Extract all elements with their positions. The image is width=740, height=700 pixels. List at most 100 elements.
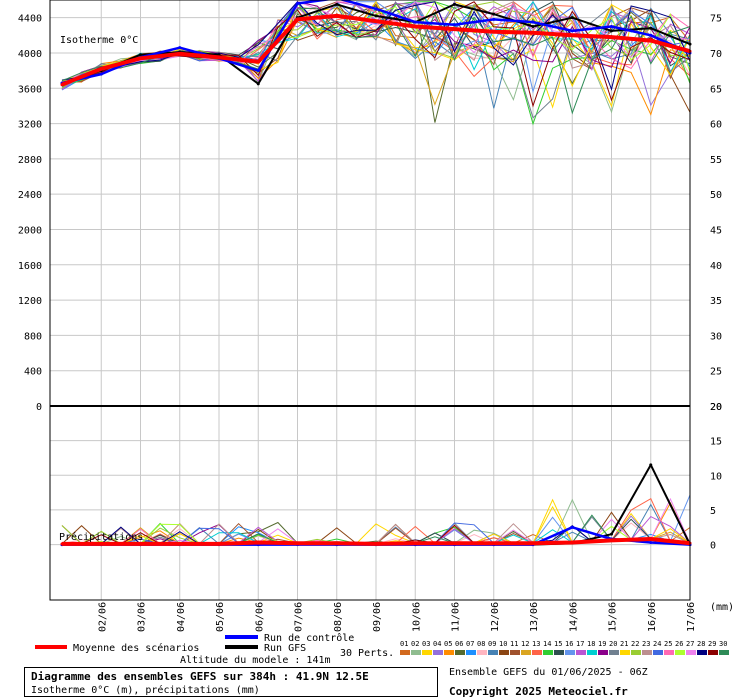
bottom-panel-border bbox=[49, 405, 691, 601]
y-left-tick-label: 4000 bbox=[18, 49, 42, 60]
series-point-bottom-0 bbox=[570, 540, 574, 544]
series-point-top-2 bbox=[492, 12, 496, 16]
y-left-tick-label: 4400 bbox=[18, 14, 42, 25]
pert-color-swatch bbox=[466, 650, 476, 655]
x-tick-label: 17/06 bbox=[686, 602, 697, 632]
x-tick-label: 12/06 bbox=[490, 602, 501, 632]
x-tick-label: 16/06 bbox=[647, 602, 658, 632]
x-tick-label: 08/06 bbox=[333, 602, 344, 632]
pert-number: 30 bbox=[719, 640, 727, 648]
x-tick-label: 06/06 bbox=[254, 602, 265, 632]
y-right-tick-label: 40 bbox=[710, 261, 722, 272]
series-point-top-0 bbox=[99, 67, 103, 71]
legend-gfs-label: Run GFS bbox=[264, 643, 306, 654]
bottom-panel-title: Précipitations bbox=[59, 531, 143, 543]
series-point-bottom-0 bbox=[610, 538, 613, 542]
series-point-top-2 bbox=[649, 26, 653, 30]
x-tick-label: 02/06 bbox=[97, 602, 108, 632]
series-point-bottom-0 bbox=[217, 542, 221, 546]
series-point-top-0 bbox=[178, 52, 182, 56]
y-left-tick-label: 3200 bbox=[18, 120, 42, 131]
series-point-top-0 bbox=[60, 83, 64, 87]
pert-color-swatch bbox=[719, 650, 729, 655]
pert-color-swatch bbox=[587, 650, 597, 655]
x-tick-label: 07/06 bbox=[294, 602, 305, 632]
copyright-label: Copyright 2025 Meteociel.fr bbox=[449, 685, 628, 698]
y-right-tick-label: 25 bbox=[710, 367, 722, 378]
pert-number: 20 bbox=[609, 640, 617, 648]
pert-number: 15 bbox=[554, 640, 562, 648]
series-point-top-1 bbox=[296, 2, 299, 6]
pert-number: 23 bbox=[642, 640, 650, 648]
y-left-tick-label: 800 bbox=[24, 331, 42, 342]
y-left-tick-label: 2400 bbox=[18, 190, 42, 201]
pert-color-swatch bbox=[598, 650, 608, 655]
axis-tick-labels: 02/06 03/06 04/06 05/06 06/06 07/06 08/06 09/06… bbox=[18, 14, 722, 632]
y-right-tick-label: 60 bbox=[710, 120, 722, 131]
x-tick-label: 15/06 bbox=[608, 602, 619, 632]
series-point-bottom-2 bbox=[649, 463, 653, 467]
y-left-tick-label: 400 bbox=[24, 367, 42, 378]
series-point-bottom-0 bbox=[374, 542, 378, 546]
top-panel-title: Isotherme 0°C bbox=[60, 35, 138, 46]
pert-number: 29 bbox=[708, 640, 716, 648]
pert-color-swatch bbox=[488, 650, 498, 655]
series-point-bottom-1 bbox=[570, 525, 574, 529]
y-left-tick-label: 0 bbox=[36, 402, 42, 413]
pert-color-swatch bbox=[455, 650, 465, 655]
x-tick-label: 04/06 bbox=[176, 602, 187, 632]
precip-tick-label: 10 bbox=[710, 471, 722, 482]
pert-color-swatch bbox=[422, 650, 432, 655]
ensemble-run-label: Ensemble GEFS du 01/06/2025 - 06Z bbox=[449, 667, 648, 678]
series-point-top-1 bbox=[413, 20, 417, 24]
pert-color-swatch bbox=[510, 650, 520, 655]
pert-number: 08 bbox=[477, 640, 485, 648]
y-left-tick-label: 3600 bbox=[18, 84, 42, 95]
y-right-tick-label: 30 bbox=[710, 331, 722, 342]
series-point-bottom-0 bbox=[335, 541, 339, 545]
series-point-top-2 bbox=[610, 29, 613, 33]
model-altitude: Altitude du modele : 141m bbox=[180, 655, 331, 666]
pert-color-swatch bbox=[444, 650, 454, 655]
diagram-title: Diagramme des ensembles GEFS sur 384h : … bbox=[31, 670, 369, 683]
pert-number: 25 bbox=[664, 640, 672, 648]
pert-number: 09 bbox=[488, 640, 496, 648]
series-point-top-0 bbox=[610, 35, 613, 39]
pert-color-swatch bbox=[576, 650, 586, 655]
series-point-bottom-0 bbox=[60, 542, 64, 546]
pert-number: 19 bbox=[598, 640, 606, 648]
pert-number: 22 bbox=[631, 640, 639, 648]
pert-number: 17 bbox=[576, 640, 584, 648]
pert-color-swatch bbox=[433, 650, 443, 655]
pert-color-swatch bbox=[565, 650, 575, 655]
series-point-top-2 bbox=[453, 2, 456, 6]
series-point-bottom-1 bbox=[649, 540, 653, 544]
pert-number: 16 bbox=[565, 640, 573, 648]
x-tick-label: 09/06 bbox=[372, 602, 383, 632]
series-point-top-0 bbox=[531, 31, 535, 35]
y-left-tick-label: 2800 bbox=[18, 155, 42, 166]
pert-number: 13 bbox=[532, 640, 540, 648]
plot-frame bbox=[49, 0, 691, 601]
pert-number: 06 bbox=[455, 640, 463, 648]
y-right-tick-label: 45 bbox=[710, 225, 722, 236]
series-point-top-0 bbox=[335, 14, 339, 18]
series-point-bottom-0 bbox=[649, 537, 653, 541]
pert-number: 18 bbox=[587, 640, 595, 648]
pert-number: 14 bbox=[543, 640, 551, 648]
series-point-top-0 bbox=[296, 17, 299, 21]
pert-color-swatch bbox=[609, 650, 619, 655]
pert-number: 02 bbox=[411, 640, 419, 648]
x-tick-label: 10/06 bbox=[411, 602, 422, 632]
series-point-top-1 bbox=[256, 69, 260, 73]
y-right-tick-label: 65 bbox=[710, 84, 722, 95]
series-point-top-2 bbox=[335, 2, 339, 6]
series-point-bottom-0 bbox=[453, 541, 456, 545]
series-point-top-2 bbox=[531, 24, 535, 28]
pert-color-swatch bbox=[499, 650, 509, 655]
pert-number: 04 bbox=[433, 640, 441, 648]
pert-color-swatch bbox=[664, 650, 674, 655]
pert-color-swatch bbox=[620, 650, 630, 655]
pert-color-swatch bbox=[708, 650, 718, 655]
